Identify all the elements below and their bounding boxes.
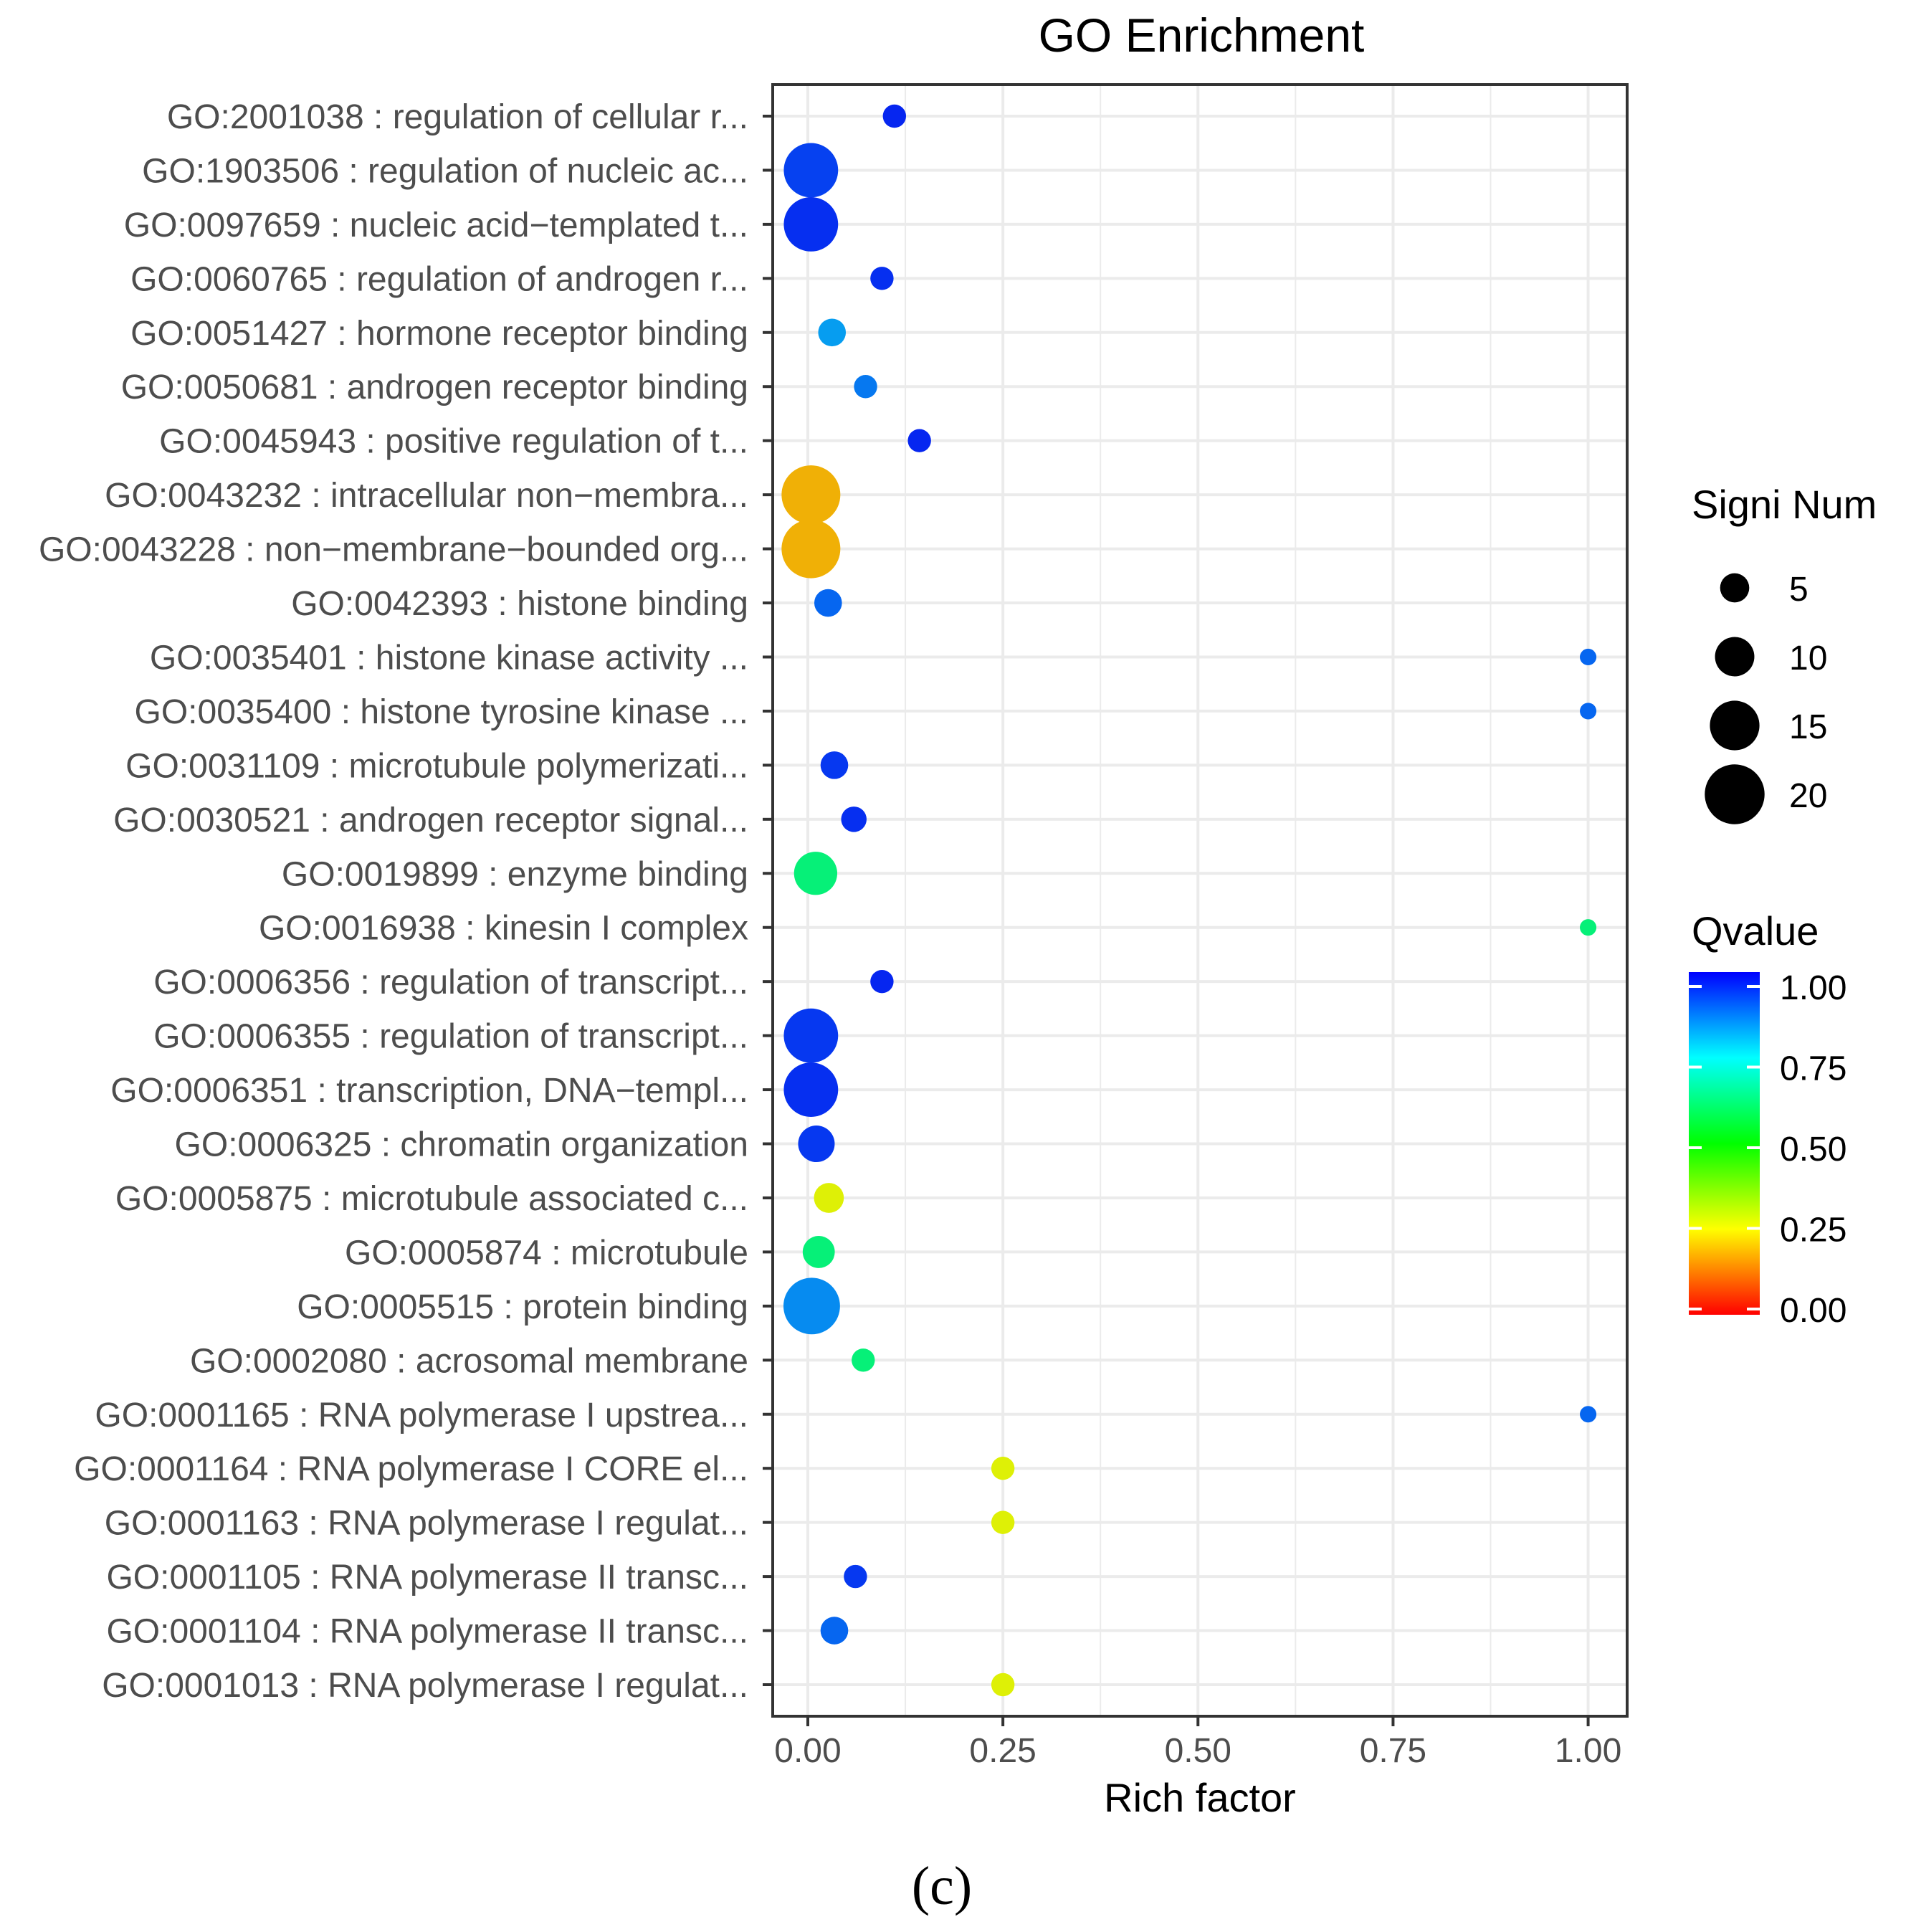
color-legend: Qvalue 1.00 0.75 0.50 0.25 0.00 [1689, 908, 1846, 1330]
y-tick-label: GO:0006356 : regulation of transcript... [153, 963, 748, 1001]
y-tick-label: GO:0050681 : androgen receptor binding [121, 368, 748, 406]
data-point [854, 375, 877, 399]
data-point [1580, 1406, 1597, 1423]
x-tick-label: 0.25 [969, 1732, 1036, 1770]
data-point [802, 1236, 835, 1268]
size-legend-label: 20 [1789, 777, 1827, 815]
data-point [820, 751, 849, 779]
x-tick-label: 0.50 [1165, 1732, 1231, 1770]
size-legend-key [1715, 637, 1755, 677]
y-tick-label: GO:0060765 : regulation of androgen r... [130, 260, 748, 298]
y-tick-label: GO:0045943 : positive regulation of t... [159, 423, 748, 461]
data-point [882, 104, 907, 128]
size-legend-label: 10 [1789, 639, 1827, 677]
color-legend-label: 1.00 [1780, 969, 1846, 1007]
y-tick-label: GO:0001104 : RNA polymerase II transc... [106, 1613, 748, 1651]
y-tick-label: GO:0001163 : RNA polymerase I regulat... [105, 1505, 748, 1543]
color-legend-label: 0.50 [1780, 1131, 1846, 1169]
panel-background [773, 85, 1627, 1716]
y-tick-label: GO:0005875 : microtubule associated c... [115, 1180, 748, 1218]
x-tick-label: 1.00 [1555, 1732, 1621, 1770]
data-point [991, 1510, 1015, 1534]
data-point [870, 969, 894, 994]
data-point [781, 519, 841, 579]
y-tick-label: GO:2001038 : regulation of cellular r... [167, 98, 748, 136]
data-point [820, 1617, 849, 1645]
y-tick-label: GO:0019899 : enzyme binding [282, 855, 748, 893]
y-tick-label: GO:0043228 : non−membrane−bounded org... [39, 531, 748, 569]
data-point [1580, 648, 1597, 666]
color-legend-label: 0.00 [1780, 1292, 1846, 1330]
data-point [781, 465, 841, 525]
color-bar [1689, 972, 1760, 1315]
data-point [814, 1183, 844, 1213]
data-point [783, 143, 839, 198]
data-point [1580, 703, 1597, 720]
chart-title: GO Enrichment [1039, 9, 1365, 62]
x-axis-title: Rich factor [1104, 1775, 1296, 1820]
color-legend-label: 0.75 [1780, 1050, 1846, 1088]
x-tick-label: 0.75 [1360, 1732, 1426, 1770]
y-tick-label: GO:0001165 : RNA polymerase I upstrea... [95, 1396, 748, 1434]
y-tick-label: GO:0035401 : histone kinase activity ... [150, 639, 748, 677]
data-point [1580, 919, 1597, 936]
data-point [841, 806, 867, 832]
y-tick-label: GO:0016938 : kinesin I complex [259, 910, 748, 948]
size-legend-key [1705, 764, 1765, 824]
grid-horizontal [773, 115, 1627, 1686]
data-points [781, 104, 1597, 1697]
y-tick-label: GO:0031109 : microtubule polymerizati... [125, 747, 748, 785]
data-point [783, 1062, 839, 1117]
y-axis: GO:2001038 : regulation of cellular r...… [39, 98, 773, 1705]
y-tick-label: GO:0001164 : RNA polymerase I CORE el... [74, 1450, 748, 1488]
grid-vertical [806, 85, 1590, 1716]
plot-panel [771, 83, 1629, 1718]
size-legend-label: 15 [1789, 708, 1827, 746]
y-tick-label: GO:0097659 : nucleic acid−templated t... [124, 206, 748, 244]
y-tick-label: GO:0001105 : RNA polymerase II transc... [106, 1559, 748, 1596]
y-tick-label: GO:0006355 : regulation of transcript... [153, 1018, 748, 1056]
y-tick-label: GO:0001013 : RNA polymerase I regulat... [102, 1667, 748, 1705]
data-point [783, 1008, 839, 1063]
color-legend-label: 0.25 [1780, 1212, 1846, 1250]
data-point [991, 1457, 1015, 1480]
y-tick-label: GO:0005515 : protein binding [297, 1288, 748, 1326]
y-tick-label: GO:0042393 : histone binding [291, 585, 748, 623]
data-point [870, 267, 894, 290]
data-point [818, 318, 847, 347]
data-point [783, 196, 839, 252]
data-point [991, 1672, 1015, 1697]
figure-caption: (c) [912, 1856, 972, 1916]
size-legend-key [1710, 700, 1760, 751]
y-tick-label: GO:0043232 : intracellular non−membra... [105, 477, 748, 515]
y-tick-label: GO:0005874 : microtubule [345, 1234, 748, 1272]
y-tick-label: GO:0006325 : chromatin organization [175, 1126, 748, 1164]
data-point [783, 1277, 840, 1335]
size-legend-label: 5 [1789, 571, 1808, 609]
y-tick-label: GO:0035400 : histone tyrosine kinase ... [135, 693, 749, 731]
size-legend-key [1720, 573, 1750, 603]
data-point [844, 1564, 867, 1589]
panel-border [771, 83, 1629, 1718]
x-axis: 0.00 0.25 0.50 0.75 1.00 [774, 1716, 1621, 1770]
data-point [852, 1348, 875, 1372]
y-tick-label: GO:0030521 : androgen receptor signal... [113, 801, 748, 839]
y-tick-label: GO:1903506 : regulation of nucleic ac... [142, 152, 748, 190]
data-point [798, 1126, 835, 1163]
data-point [814, 589, 842, 617]
y-tick-label: GO:0051427 : hormone receptor binding [130, 315, 748, 353]
y-tick-label: GO:0002080 : acrosomal membrane [190, 1342, 748, 1380]
x-tick-label: 0.00 [774, 1732, 841, 1770]
data-point [794, 852, 838, 895]
size-legend-title: Signi Num [1692, 482, 1877, 527]
color-legend-title: Qvalue [1692, 908, 1819, 953]
y-tick-label: GO:0006351 : transcription, DNA−templ... [110, 1072, 748, 1110]
size-legend: Signi Num 5 10 15 20 [1692, 482, 1877, 824]
data-point [907, 429, 931, 452]
